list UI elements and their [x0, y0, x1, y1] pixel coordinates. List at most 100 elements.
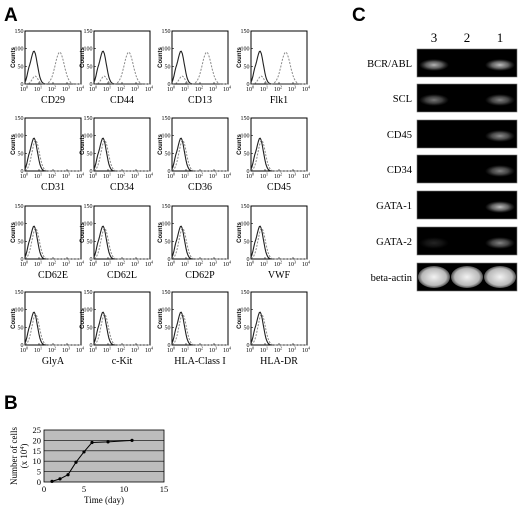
data-point — [130, 438, 134, 442]
x-tick-label: 102 — [274, 260, 282, 269]
x-tick-label: 100 — [89, 85, 97, 94]
x-tick-label: 100 — [89, 346, 97, 355]
y-axis-title: Counts — [11, 134, 17, 155]
x-tick-label: 101 — [260, 172, 268, 181]
x-tick-label: 100 — [20, 85, 28, 94]
y-tick-label: 100 — [84, 47, 93, 53]
pcr-band — [485, 59, 515, 71]
data-point — [82, 450, 86, 454]
marker-label: c-Kit — [112, 356, 133, 367]
y-tick-label: 0 — [168, 257, 171, 263]
y-tick-label: 50 — [87, 325, 93, 331]
x-tick-label: 101 — [34, 85, 42, 94]
y-tick-label: 150 — [162, 204, 171, 210]
x-tick-label: 101 — [34, 346, 42, 355]
y-tick-label: 100 — [84, 222, 93, 228]
marker-label: GlyA — [42, 356, 65, 367]
marker-label: CD13 — [188, 95, 212, 106]
y-tick-label: 100 — [241, 134, 250, 140]
y-tick-label: 0 — [168, 82, 171, 88]
y-tick-label: 0 — [168, 343, 171, 349]
lane-number: 1 — [497, 30, 504, 45]
marker-label: HLA-DR — [260, 356, 298, 367]
x-tick-label: 101 — [103, 85, 111, 94]
lane-number: 3 — [431, 30, 438, 45]
y-tick-label: 50 — [18, 151, 24, 157]
x-tick-label: 104 — [145, 85, 153, 94]
pcr-band — [485, 237, 515, 249]
y-tick-label: 5 — [37, 467, 41, 477]
marker-label: VWF — [268, 270, 291, 281]
x-tick-label: 101 — [260, 260, 268, 269]
marker-label: CD29 — [41, 95, 65, 106]
x-tick-label: 101 — [181, 260, 189, 269]
y-tick-label: 25 — [33, 425, 42, 435]
y-tick-label: 50 — [87, 239, 93, 245]
y-tick-label: 100 — [241, 308, 250, 314]
x-tick-label: 101 — [260, 346, 268, 355]
x-tick-label: 100 — [20, 346, 28, 355]
x-tick-label: 102 — [195, 346, 203, 355]
gel-row-scl: SCL — [393, 83, 518, 113]
histogram-frame — [24, 30, 82, 85]
x-tick-label: 102 — [274, 346, 282, 355]
y-axis-title: Counts — [11, 222, 17, 243]
data-point — [74, 460, 78, 464]
growth-y-axis-unit: (x 104) — [19, 444, 29, 469]
y-tick-label: 0 — [21, 343, 24, 349]
y-tick-label: 150 — [15, 116, 24, 122]
x-tick-label: 10 — [120, 484, 129, 494]
x-tick-label: 103 — [131, 346, 139, 355]
gel-lane-numbers: 3 2 1 — [431, 30, 504, 45]
y-axis-title: Counts — [80, 308, 86, 329]
y-tick-label: 0 — [21, 257, 24, 263]
x-tick-label: 100 — [167, 260, 175, 269]
y-axis-title: Counts — [158, 308, 164, 329]
histogram-frame — [93, 30, 151, 85]
y-tick-label: 50 — [87, 151, 93, 157]
y-tick-label: 50 — [244, 151, 250, 157]
y-tick-label: 150 — [162, 116, 171, 122]
y-axis-title: Counts — [11, 47, 17, 68]
x-tick-label: 100 — [246, 346, 254, 355]
y-tick-label: 15 — [33, 446, 42, 456]
y-tick-label: 50 — [18, 239, 24, 245]
pcr-band — [484, 266, 516, 288]
marker-label: CD31 — [41, 182, 65, 193]
marker-label: HLA-Class I — [174, 356, 225, 367]
x-tick-label: 101 — [103, 260, 111, 269]
y-tick-label: 150 — [15, 204, 24, 210]
x-tick-label: 100 — [167, 346, 175, 355]
growth-y-unit-exponent: 4 — [20, 447, 26, 450]
y-tick-label: 0 — [247, 82, 250, 88]
pcr-band — [485, 130, 515, 142]
x-tick-label: 103 — [209, 260, 217, 269]
x-tick-label: 104 — [76, 85, 84, 94]
x-tick-label: 102 — [195, 85, 203, 94]
y-tick-label: 150 — [241, 290, 250, 296]
x-tick-label: 103 — [209, 85, 217, 94]
x-tick-label: 101 — [34, 260, 42, 269]
y-tick-label: 0 — [247, 169, 250, 175]
x-tick-label: 100 — [167, 85, 175, 94]
pcr-band — [418, 266, 450, 288]
gel-row-gata-1: GATA-1 — [376, 190, 518, 220]
y-tick-label: 100 — [241, 47, 250, 53]
x-tick-label: 104 — [223, 346, 231, 355]
x-tick-label: 103 — [62, 85, 70, 94]
y-axis-title: Counts — [237, 222, 243, 243]
y-tick-label: 100 — [162, 47, 171, 53]
y-tick-label: 0 — [247, 343, 250, 349]
x-tick-label: 103 — [131, 260, 139, 269]
x-tick-label: 104 — [145, 260, 153, 269]
